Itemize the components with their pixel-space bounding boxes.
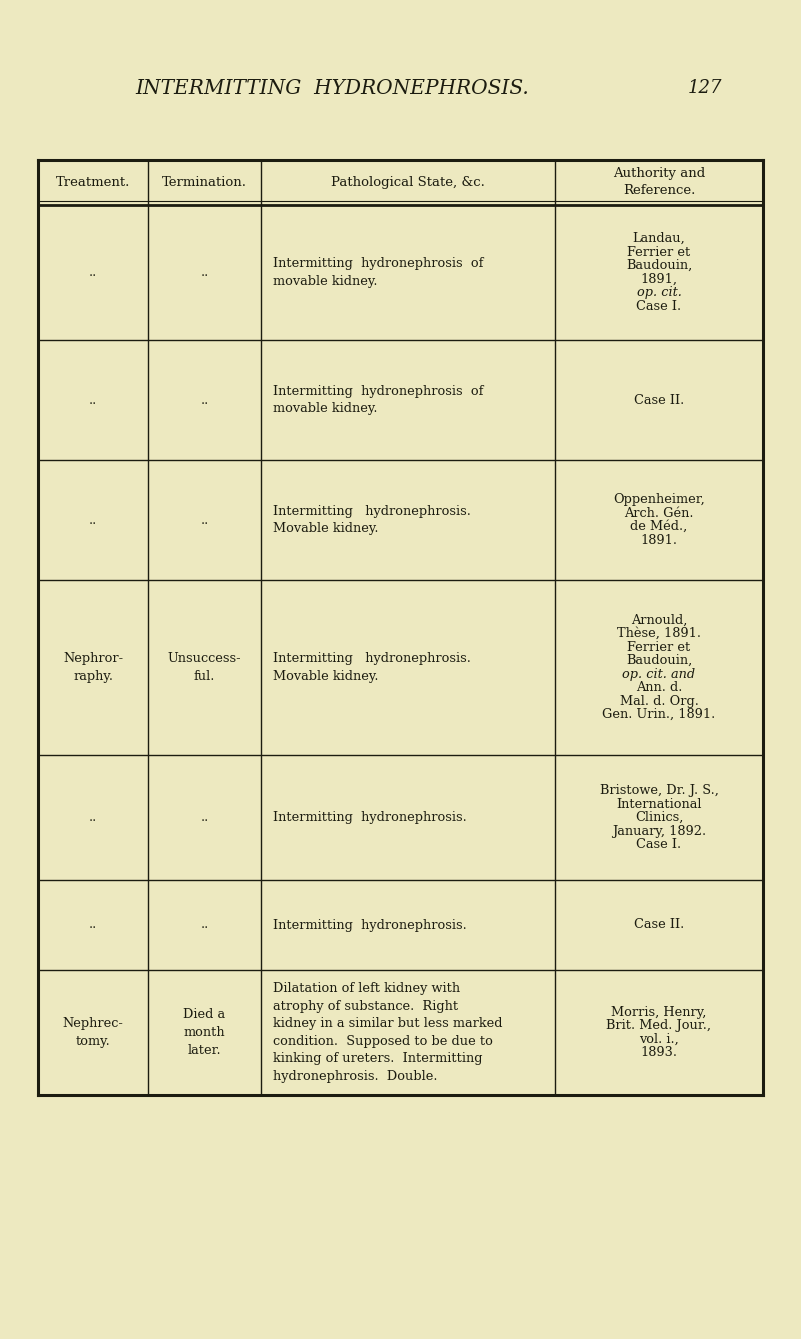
Text: Intermitting  hydronephrosis  of
movable kidney.: Intermitting hydronephrosis of movable k…: [273, 384, 483, 415]
Text: Gen. Urin., 1891.: Gen. Urin., 1891.: [602, 708, 715, 722]
Text: vol. i.,: vol. i.,: [639, 1032, 679, 1046]
Text: Bristowe, Dr. J. S.,: Bristowe, Dr. J. S.,: [600, 785, 718, 797]
Text: Mal. d. Org.: Mal. d. Org.: [619, 695, 698, 708]
Text: Baudouin,: Baudouin,: [626, 260, 692, 272]
Text: 1891.: 1891.: [641, 534, 678, 546]
Text: Arnould,: Arnould,: [631, 613, 687, 627]
Text: Baudouin,: Baudouin,: [626, 655, 692, 667]
Text: Case I.: Case I.: [637, 300, 682, 313]
Text: Treatment.: Treatment.: [56, 175, 131, 189]
Text: Dilatation of left kidney with
atrophy of substance.  Right
kidney in a similar : Dilatation of left kidney with atrophy o…: [273, 983, 502, 1083]
Text: ..: ..: [89, 266, 97, 279]
Text: Termination.: Termination.: [162, 175, 247, 189]
Text: Ferrier et: Ferrier et: [627, 641, 690, 653]
Text: op. cit.: op. cit.: [637, 287, 682, 299]
Text: Intermitting  hydronephrosis  of
movable kidney.: Intermitting hydronephrosis of movable k…: [273, 257, 483, 288]
Text: ..: ..: [89, 394, 97, 407]
Text: de Méd.,: de Méd.,: [630, 521, 687, 533]
Text: Brit. Med. Jour.,: Brit. Med. Jour.,: [606, 1019, 711, 1032]
Text: Intermitting  hydronephrosis.: Intermitting hydronephrosis.: [273, 919, 467, 932]
Text: Nephrec-
tomy.: Nephrec- tomy.: [62, 1018, 123, 1047]
Text: Landau,: Landau,: [633, 232, 686, 245]
Text: INTERMITTING  HYDRONEPHROSIS.: INTERMITTING HYDRONEPHROSIS.: [135, 79, 529, 98]
Text: Clinics,: Clinics,: [635, 811, 683, 823]
Text: 127: 127: [687, 79, 723, 96]
Text: 1891,: 1891,: [641, 273, 678, 285]
Text: ..: ..: [200, 919, 208, 932]
Text: Intermitting   hydronephrosis.
Movable kidney.: Intermitting hydronephrosis. Movable kid…: [273, 652, 471, 683]
Text: ..: ..: [200, 266, 208, 279]
Text: International: International: [616, 798, 702, 810]
Text: Ferrier et: Ferrier et: [627, 246, 690, 258]
Text: ..: ..: [200, 811, 208, 823]
Text: Arch. Gén.: Arch. Gén.: [624, 506, 694, 520]
Text: Morris, Henry,: Morris, Henry,: [611, 1006, 706, 1019]
Text: January, 1892.: January, 1892.: [612, 825, 706, 837]
Text: op. cit. and: op. cit. and: [622, 668, 695, 680]
Text: Case II.: Case II.: [634, 919, 684, 932]
Text: Pathological State, &c.: Pathological State, &c.: [331, 175, 485, 189]
Text: ..: ..: [89, 513, 97, 526]
Text: Thèse, 1891.: Thèse, 1891.: [617, 627, 701, 640]
Text: ..: ..: [89, 919, 97, 932]
Text: Died a
month
later.: Died a month later.: [183, 1008, 226, 1056]
Text: ..: ..: [200, 394, 208, 407]
Text: Case I.: Case I.: [637, 838, 682, 852]
Text: Case II.: Case II.: [634, 394, 684, 407]
Text: Unsuccess-
ful.: Unsuccess- ful.: [167, 652, 241, 683]
Text: ..: ..: [89, 811, 97, 823]
Text: ..: ..: [200, 513, 208, 526]
Text: Ann. d.: Ann. d.: [636, 682, 682, 694]
Text: 1893.: 1893.: [641, 1046, 678, 1059]
Text: Intermitting   hydronephrosis.
Movable kidney.: Intermitting hydronephrosis. Movable kid…: [273, 505, 471, 536]
Text: Nephror-
raphy.: Nephror- raphy.: [63, 652, 123, 683]
Text: Intermitting  hydronephrosis.: Intermitting hydronephrosis.: [273, 811, 467, 823]
Text: Oppenheimer,: Oppenheimer,: [613, 493, 705, 506]
Text: Authority and
Reference.: Authority and Reference.: [613, 167, 705, 197]
